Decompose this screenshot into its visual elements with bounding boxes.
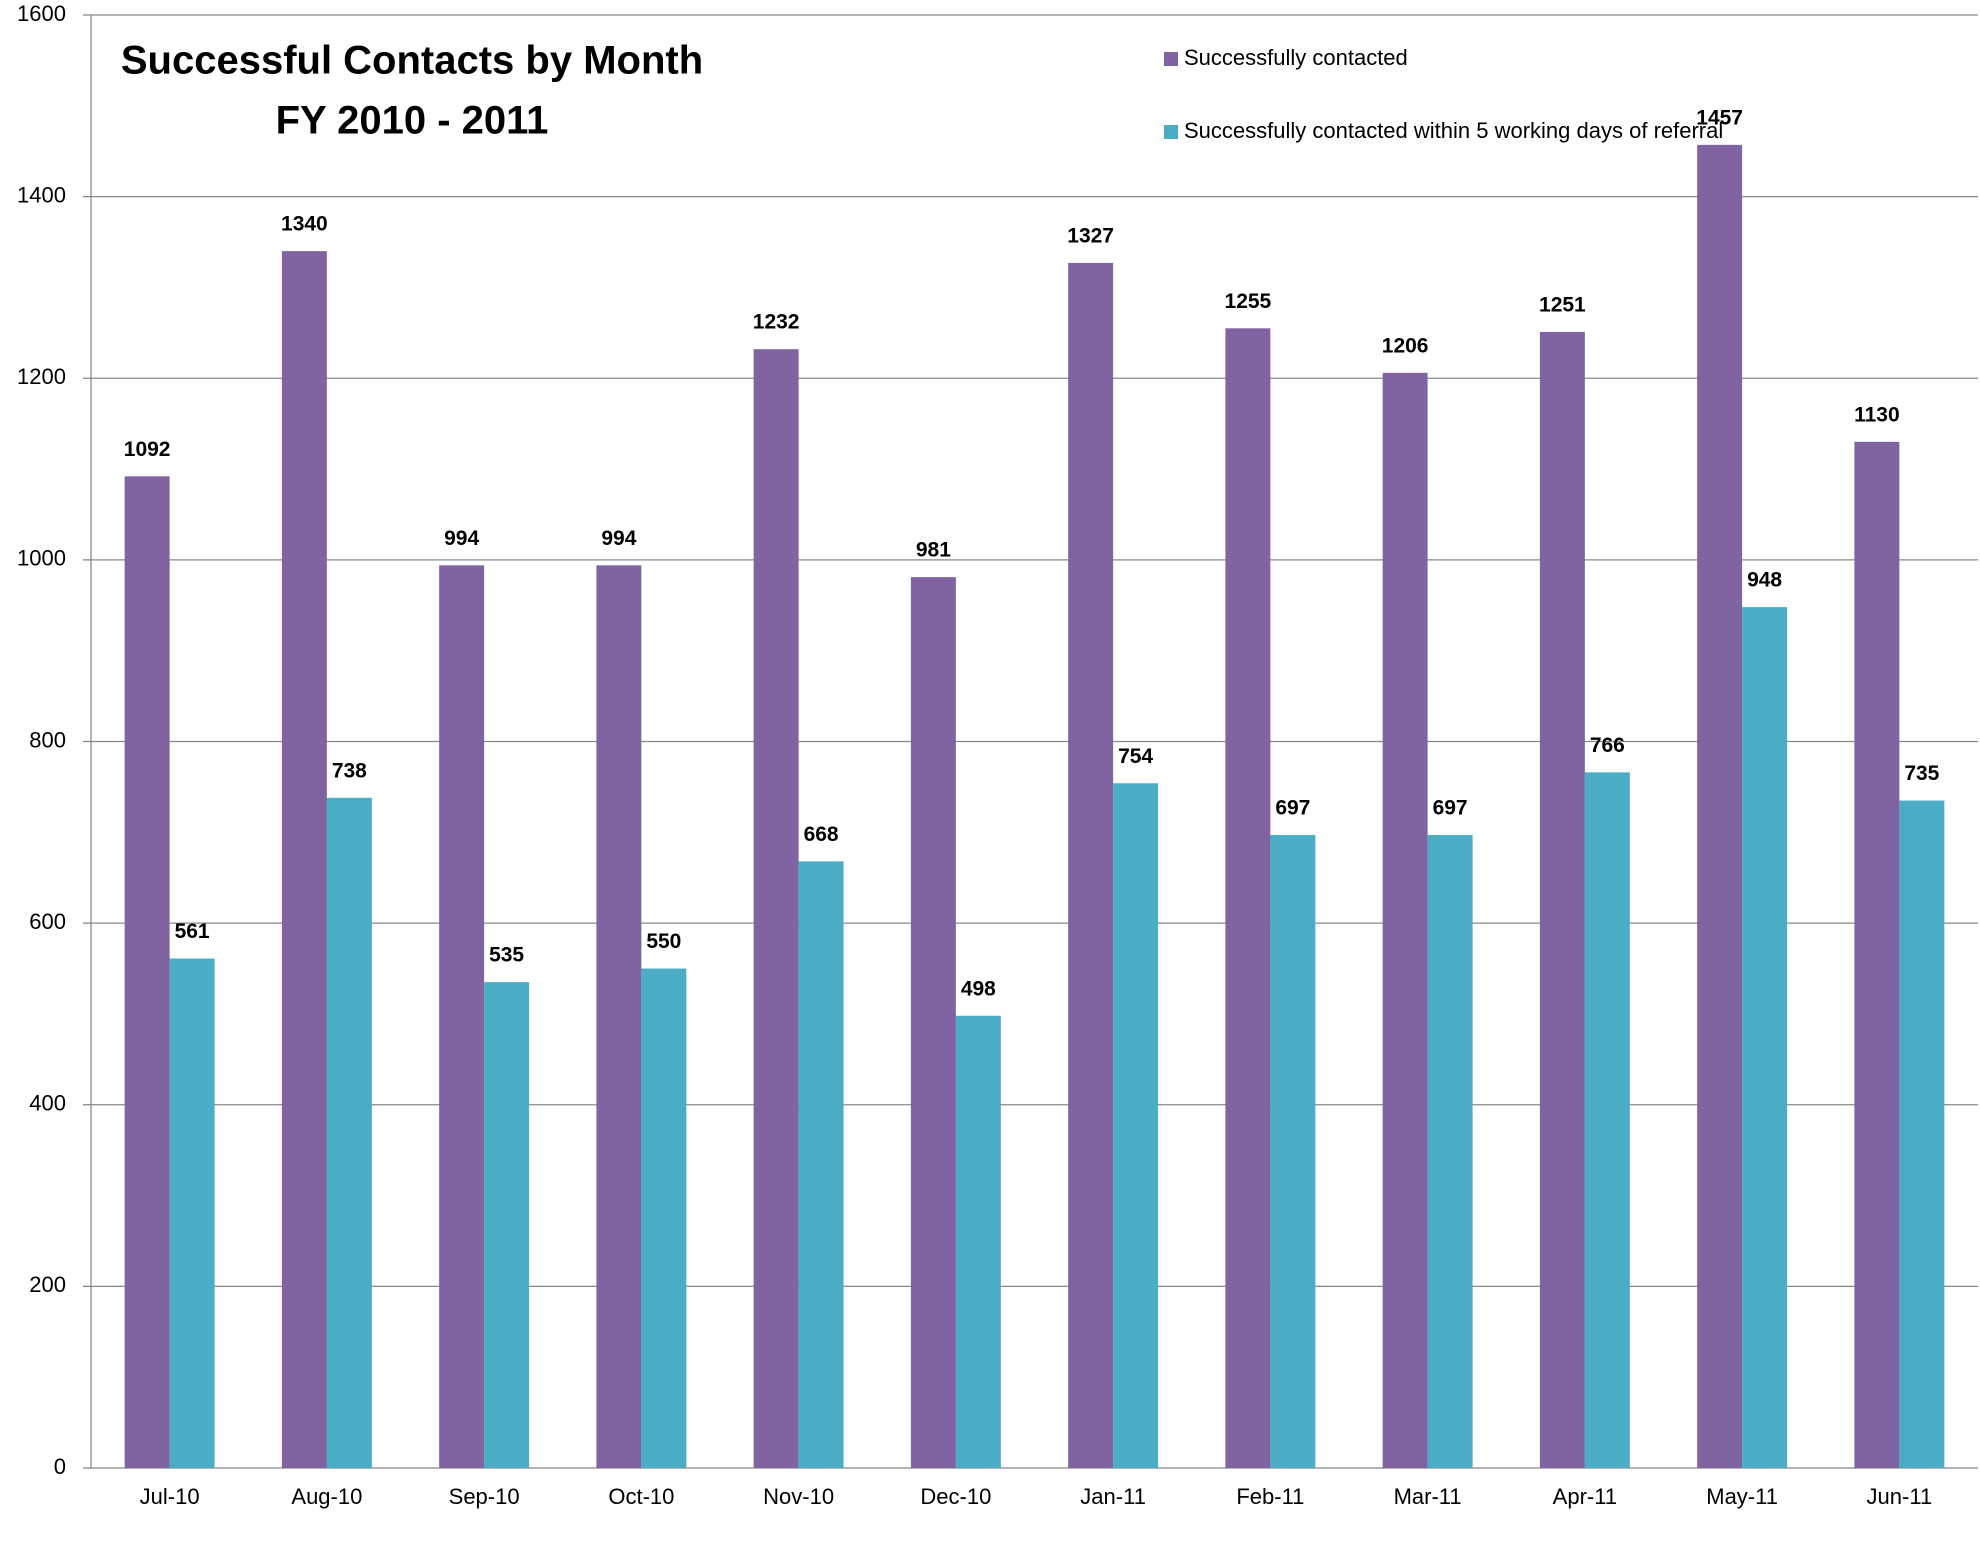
bar <box>641 968 687 1468</box>
value-label: 1206 <box>1382 334 1429 357</box>
bar <box>1697 144 1743 1469</box>
bar <box>439 565 485 1468</box>
value-label: 1092 <box>124 438 171 461</box>
value-label: 948 <box>1747 569 1782 592</box>
x-tick-label: May-11 <box>1706 1484 1778 1509</box>
value-label: 1327 <box>1067 224 1114 247</box>
bar <box>1270 835 1316 1468</box>
bar <box>1225 328 1271 1469</box>
bar <box>1742 607 1788 1468</box>
x-tick-label: Dec-10 <box>920 1484 991 1509</box>
value-label: 994 <box>601 527 636 550</box>
bar <box>1382 372 1428 1468</box>
bar <box>1068 262 1114 1469</box>
value-label: 1251 <box>1539 293 1586 316</box>
value-label: 561 <box>175 920 210 943</box>
value-label: 668 <box>804 823 839 846</box>
value-label: 1340 <box>281 213 328 236</box>
value-label: 981 <box>916 539 951 562</box>
y-tick-label: 200 <box>29 1272 66 1297</box>
bar <box>1427 835 1473 1468</box>
bar <box>1584 772 1630 1468</box>
x-tick-label: Feb-11 <box>1236 1484 1304 1509</box>
x-tick-label: Apr-11 <box>1553 1484 1617 1509</box>
value-label: 735 <box>1904 762 1939 785</box>
bar <box>124 476 170 1468</box>
value-label: 498 <box>961 977 996 1000</box>
value-label: 994 <box>444 527 479 550</box>
y-tick-label: 0 <box>54 1454 66 1479</box>
bar <box>1539 331 1585 1468</box>
legend-label: Successfully contacted <box>1184 45 1408 70</box>
bar <box>596 565 642 1468</box>
y-tick-label: 1400 <box>17 182 66 207</box>
bar <box>910 577 956 1468</box>
y-tick-label: 1200 <box>17 364 66 389</box>
legend-swatch <box>1164 125 1178 139</box>
bar <box>484 982 530 1468</box>
value-label: 1457 <box>1696 106 1743 129</box>
x-tick-label: Nov-10 <box>763 1484 834 1509</box>
x-tick-label: Mar-11 <box>1394 1484 1462 1509</box>
legend-label: Successfully contacted within 5 working … <box>1184 118 1723 143</box>
bar <box>955 1015 1001 1468</box>
value-label: 1232 <box>753 311 800 334</box>
value-label: 535 <box>489 944 524 967</box>
y-tick-label: 1600 <box>17 1 66 26</box>
x-tick-label: Jun-11 <box>1867 1484 1933 1509</box>
x-tick-label: Jan-11 <box>1080 1484 1146 1509</box>
value-label: 766 <box>1590 734 1625 757</box>
value-label: 550 <box>646 930 681 953</box>
bar <box>326 797 372 1468</box>
value-label: 754 <box>1118 745 1153 768</box>
y-tick-label: 800 <box>29 727 66 752</box>
bar <box>1854 441 1900 1469</box>
value-label: 697 <box>1275 797 1310 820</box>
x-tick-label: Aug-10 <box>291 1484 362 1509</box>
value-label: 1255 <box>1225 290 1272 313</box>
value-label: 738 <box>332 759 367 782</box>
chart-subtitle: FY 2010 - 2011 <box>276 99 549 143</box>
bar <box>1899 800 1945 1468</box>
bar <box>1113 783 1159 1468</box>
y-tick-label: 400 <box>29 1091 66 1116</box>
x-tick-label: Jul-10 <box>140 1484 200 1509</box>
legend-swatch <box>1164 52 1178 66</box>
bar <box>169 958 215 1468</box>
x-tick-label: Oct-10 <box>608 1484 674 1509</box>
value-label: 697 <box>1433 797 1468 820</box>
x-tick-label: Sep-10 <box>449 1484 520 1509</box>
bar <box>753 349 799 1469</box>
bar <box>281 251 327 1468</box>
y-tick-label: 1000 <box>17 546 66 571</box>
chart-title: Successful Contacts by Month <box>121 39 703 83</box>
y-tick-label: 600 <box>29 909 66 934</box>
bar <box>798 861 844 1468</box>
value-label: 1130 <box>1854 403 1900 426</box>
